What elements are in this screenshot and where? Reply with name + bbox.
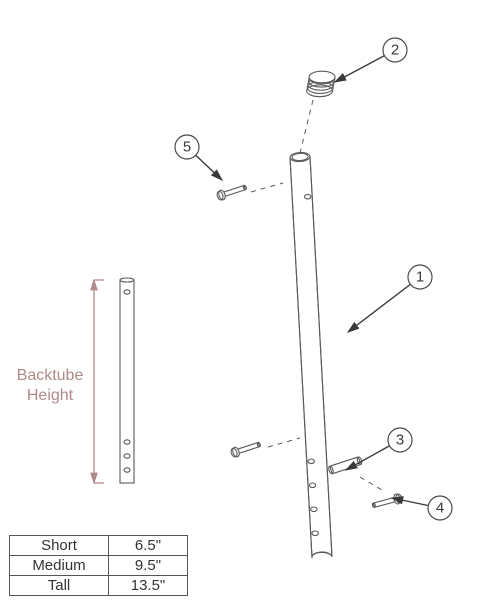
svg-text:2: 2 bbox=[391, 42, 399, 59]
svg-text:Height: Height bbox=[27, 387, 74, 404]
table-row: Tall 13.5" bbox=[10, 576, 188, 596]
size-value: 9.5" bbox=[109, 556, 188, 576]
diagram-svg: Backtube Height 1 2 3 4 5 bbox=[0, 0, 500, 606]
size-label: Short bbox=[10, 536, 109, 556]
diagram-stage: Backtube Height 1 2 3 4 5 Short 6.5" Medium 9.… bbox=[0, 0, 500, 606]
size-value: 6.5" bbox=[109, 536, 188, 556]
table-row: Medium 9.5" bbox=[10, 556, 188, 576]
svg-text:3: 3 bbox=[396, 432, 404, 449]
table-row: Short 6.5" bbox=[10, 536, 188, 556]
svg-text:5: 5 bbox=[183, 139, 191, 156]
size-label: Tall bbox=[10, 576, 109, 596]
svg-text:1: 1 bbox=[416, 269, 424, 286]
svg-text:Backtube: Backtube bbox=[17, 367, 84, 384]
size-value: 13.5" bbox=[109, 576, 188, 596]
size-label: Medium bbox=[10, 556, 109, 576]
size-table: Short 6.5" Medium 9.5" Tall 13.5" bbox=[9, 535, 188, 596]
svg-text:4: 4 bbox=[436, 500, 444, 517]
